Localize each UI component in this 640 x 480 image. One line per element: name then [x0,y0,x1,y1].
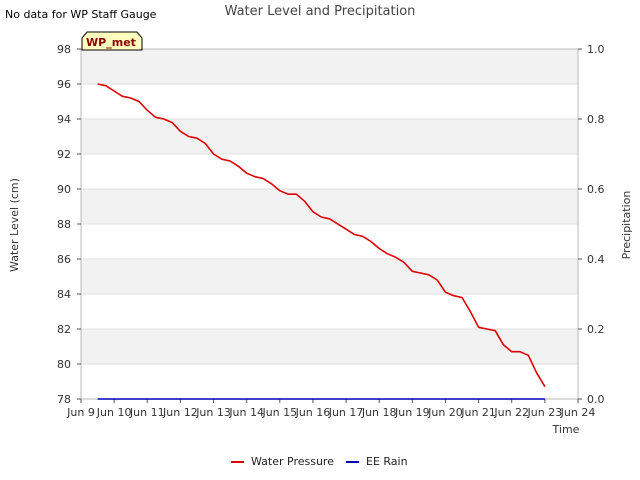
grid-band [81,84,578,119]
y-right-tick-label: 1.0 [587,43,605,56]
grid-band [81,259,578,294]
y-left-tick-label: 88 [57,218,71,231]
x-tick-label: Jun 16 [295,406,331,419]
y-left-tick-label: 86 [57,253,71,266]
legend: Water Pressure EE Rain [231,455,408,468]
y-right-tick-label: 0.8 [587,113,605,126]
badge-label: WP_met [86,36,136,49]
series-layer [97,83,546,400]
x-tick-label: Jun 18 [361,406,397,419]
grid-band [81,294,578,329]
x-tick-label: Jun 17 [328,406,364,419]
grid-band [81,224,578,259]
no-data-note: No data for WP Staff Gauge [5,8,157,21]
legend-label-water-pressure: Water Pressure [251,455,334,468]
y-left-tick-label: 78 [57,393,71,406]
x-tick-label: Jun 15 [261,406,297,419]
y-left-tick-label: 90 [57,183,71,196]
x-tick-label: Jun 23 [527,406,563,419]
y-left-tick-label: 94 [57,113,71,126]
x-tick-label: Jun 13 [195,406,231,419]
x-tick-label: Jun 14 [228,406,264,419]
y-right-tick-label: 0.6 [587,183,605,196]
x-tick-label: Jun 10 [96,406,132,419]
x-tick-label: Jun 9 [66,406,95,419]
grid-band [81,49,578,84]
y-left-tick-label: 84 [57,288,71,301]
series-line-water-pressure [97,83,546,388]
y-axis-right: 0.0 0.2 0.4 0.6 0.8 1.0 [578,43,605,406]
x-tick-label: Jun 22 [493,406,529,419]
wp-met-badge: WP_met [81,31,143,51]
x-tick-label: Jun 21 [460,406,496,419]
y-right-tick-label: 0.0 [587,393,605,406]
grid-band [81,119,578,154]
y-axis-left-label: Water Level (cm) [8,178,21,272]
x-tick-label: Jun 19 [394,406,430,419]
x-tick-label: Jun 11 [129,406,165,419]
y-right-tick-label: 0.2 [587,323,605,336]
x-tick-label: Jun 20 [427,406,463,419]
legend-label-ee-rain: EE Rain [366,455,408,468]
y-axis-right-label: Precipitation [620,191,633,260]
y-left-tick-label: 82 [57,323,71,336]
grid-bands [81,49,578,399]
y-right-tick-label: 0.4 [587,253,605,266]
y-left-tick-label: 80 [57,358,71,371]
grid-band [81,329,578,364]
y-axis-left: 78 80 82 84 86 88 90 92 94 96 98 [57,43,81,406]
y-left-tick-label: 96 [57,78,71,91]
grid-band [81,364,578,399]
y-left-tick-label: 92 [57,148,71,161]
chart-title: Water Level and Precipitation [225,4,416,19]
grid-band [81,154,578,189]
x-tick-label: Jun 12 [162,406,198,419]
x-axis-label: Time [552,423,580,436]
y-left-tick-label: 98 [57,43,71,56]
x-tick-label: Jun 24 [560,406,596,419]
